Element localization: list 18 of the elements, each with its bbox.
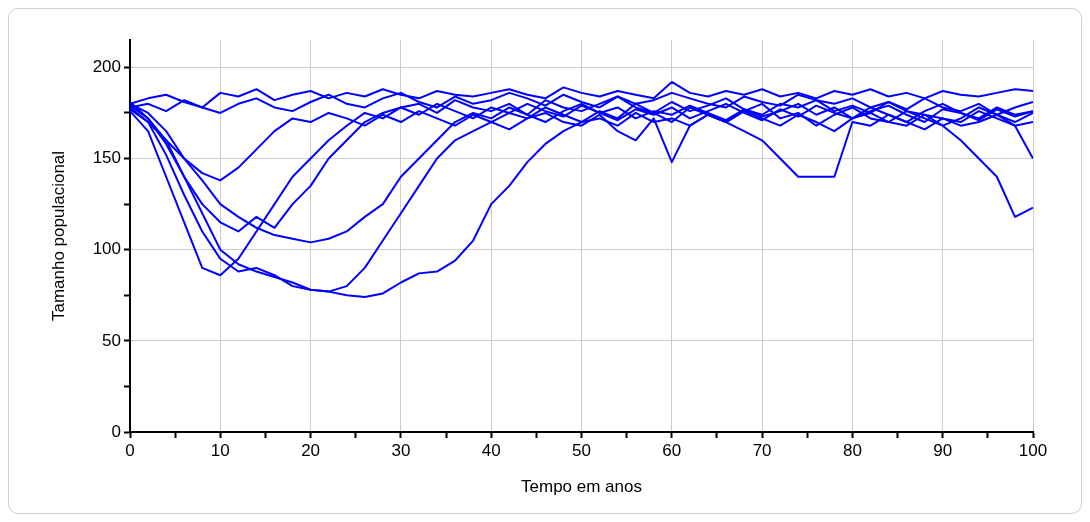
x-tick-label: 100	[1018, 440, 1048, 460]
x-tick-label: 30	[391, 440, 411, 460]
y-tick-label: 50	[102, 330, 121, 350]
y-tick-label: 200	[92, 57, 121, 77]
y-tick-label: 0	[111, 421, 121, 441]
x-tick-label: 70	[752, 440, 772, 460]
y-tick-label: 100	[92, 239, 121, 259]
x-tick-label: 60	[662, 440, 682, 460]
x-tick-label: 10	[210, 440, 230, 460]
x-tick-label: 90	[933, 440, 953, 460]
x-tick-label: 50	[572, 440, 591, 460]
y-axis-title: Tamanho populacional	[48, 150, 68, 322]
x-tick-label: 0	[125, 440, 135, 460]
x-tick-label: 40	[481, 440, 501, 460]
y-tick-label: 150	[92, 148, 121, 168]
x-tick-label: 80	[842, 440, 862, 460]
x-tick-label: 20	[301, 440, 321, 460]
x-axis-title: Tempo em anos	[521, 477, 642, 497]
